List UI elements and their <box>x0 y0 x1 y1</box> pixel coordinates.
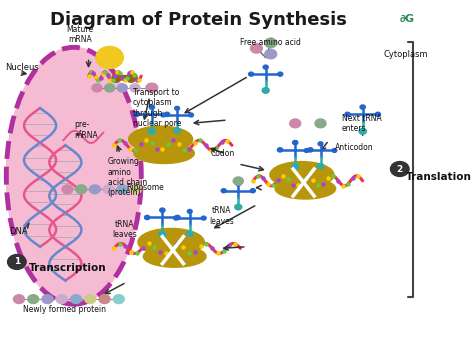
Circle shape <box>159 232 166 237</box>
Circle shape <box>292 141 298 145</box>
Text: tRNA
leaves: tRNA leaves <box>209 206 234 225</box>
Ellipse shape <box>143 246 206 267</box>
Ellipse shape <box>275 178 336 199</box>
Circle shape <box>85 295 96 304</box>
Circle shape <box>248 72 254 76</box>
Text: 1: 1 <box>14 258 20 266</box>
Circle shape <box>149 105 155 109</box>
Circle shape <box>76 185 87 194</box>
Circle shape <box>164 112 170 117</box>
Circle shape <box>90 185 100 194</box>
Text: pre-
mRNA: pre- mRNA <box>74 120 98 140</box>
Circle shape <box>292 164 299 170</box>
Text: Nucleus: Nucleus <box>5 63 39 72</box>
Circle shape <box>148 128 155 134</box>
Circle shape <box>160 208 165 212</box>
Circle shape <box>317 163 324 169</box>
Circle shape <box>332 148 337 152</box>
Circle shape <box>277 148 283 152</box>
Text: Cytoplasm: Cytoplasm <box>384 50 428 58</box>
Text: Anticodon: Anticodon <box>335 143 374 151</box>
Circle shape <box>221 189 226 193</box>
Text: Growing
amino
acid chain
(protein): Growing amino acid chain (protein) <box>108 157 147 197</box>
Circle shape <box>360 105 365 109</box>
Text: Transcription: Transcription <box>28 263 106 273</box>
Ellipse shape <box>6 47 141 304</box>
Text: Transport to
cytoplasm
through
nuclear pore: Transport to cytoplasm through nuclear p… <box>133 88 181 128</box>
Text: Ribosome: Ribosome <box>127 183 164 192</box>
Circle shape <box>56 295 67 304</box>
Circle shape <box>391 162 409 176</box>
Text: DNA: DNA <box>9 227 28 236</box>
Ellipse shape <box>128 126 192 152</box>
Circle shape <box>28 295 39 304</box>
Circle shape <box>173 216 178 220</box>
Circle shape <box>235 204 242 210</box>
Circle shape <box>175 215 180 220</box>
Text: Mature
mRNA: Mature mRNA <box>66 25 94 44</box>
Ellipse shape <box>138 228 204 256</box>
Circle shape <box>134 112 139 117</box>
Circle shape <box>263 65 268 69</box>
Circle shape <box>113 295 124 304</box>
Circle shape <box>186 231 193 236</box>
Circle shape <box>8 255 26 269</box>
Text: 2: 2 <box>397 165 403 173</box>
Circle shape <box>250 44 262 53</box>
Ellipse shape <box>127 73 137 82</box>
Text: Translation: Translation <box>406 172 472 183</box>
Text: Next tRNA
enters: Next tRNA enters <box>342 114 382 133</box>
Circle shape <box>103 185 114 194</box>
Circle shape <box>318 142 323 146</box>
Text: tRNA
leaves: tRNA leaves <box>112 220 137 239</box>
Circle shape <box>99 295 110 304</box>
Text: ∂G: ∂G <box>400 14 415 24</box>
Circle shape <box>359 128 366 134</box>
Circle shape <box>233 177 243 185</box>
Circle shape <box>187 210 192 213</box>
Circle shape <box>345 112 350 117</box>
Circle shape <box>290 119 301 128</box>
Circle shape <box>174 128 181 133</box>
Circle shape <box>189 113 193 117</box>
Text: Newly formed protein: Newly formed protein <box>23 305 106 314</box>
Circle shape <box>117 84 128 92</box>
FancyBboxPatch shape <box>0 0 422 41</box>
Circle shape <box>265 49 277 59</box>
Circle shape <box>117 185 128 194</box>
Circle shape <box>375 112 381 117</box>
Ellipse shape <box>134 143 194 164</box>
Text: Diagram of Protein Synthesis: Diagram of Protein Synthesis <box>50 11 346 29</box>
Text: Free amino acid: Free amino acid <box>240 38 301 47</box>
Circle shape <box>146 83 158 93</box>
Circle shape <box>130 185 141 194</box>
Circle shape <box>175 106 180 110</box>
Circle shape <box>262 88 269 93</box>
Ellipse shape <box>112 73 122 82</box>
Ellipse shape <box>96 47 123 69</box>
Circle shape <box>145 215 150 220</box>
Circle shape <box>130 84 140 92</box>
Circle shape <box>13 295 25 304</box>
Circle shape <box>265 38 277 48</box>
Circle shape <box>304 148 309 152</box>
Circle shape <box>161 113 165 117</box>
Circle shape <box>201 216 206 220</box>
Ellipse shape <box>270 162 334 188</box>
Circle shape <box>42 295 53 304</box>
Circle shape <box>105 84 115 92</box>
Circle shape <box>62 185 73 194</box>
Circle shape <box>315 119 326 128</box>
Circle shape <box>308 148 313 152</box>
Circle shape <box>278 72 283 76</box>
Text: Codon: Codon <box>211 149 235 158</box>
Circle shape <box>92 84 102 92</box>
Circle shape <box>71 295 82 304</box>
Circle shape <box>250 189 255 193</box>
Circle shape <box>236 182 241 186</box>
